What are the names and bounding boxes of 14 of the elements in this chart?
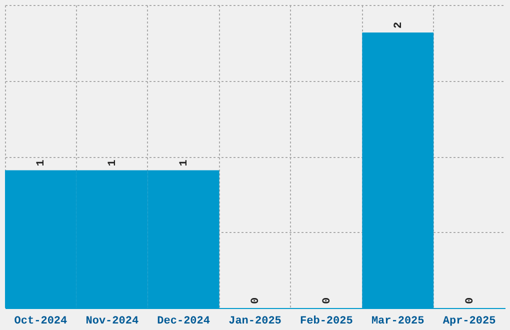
- data-label: 0: [250, 297, 262, 304]
- x-tick-label: Nov-2024: [86, 316, 139, 328]
- x-tick-label: Feb-2025: [300, 316, 354, 328]
- x-tick-label: Apr-2025: [442, 316, 496, 328]
- data-label: 1: [178, 159, 191, 166]
- x-tick-label: Jan-2025: [228, 316, 282, 328]
- x-tick-label: Oct-2024: [14, 316, 68, 328]
- x-tick-label: Mar-2025: [371, 316, 425, 328]
- data-label: 1: [107, 159, 120, 166]
- data-label: 2: [392, 22, 405, 29]
- data-label: 1: [36, 159, 48, 166]
- x-tick-label: Dec-2024: [157, 316, 210, 328]
- data-label: 0: [321, 297, 334, 304]
- data-label: 0: [464, 297, 476, 304]
